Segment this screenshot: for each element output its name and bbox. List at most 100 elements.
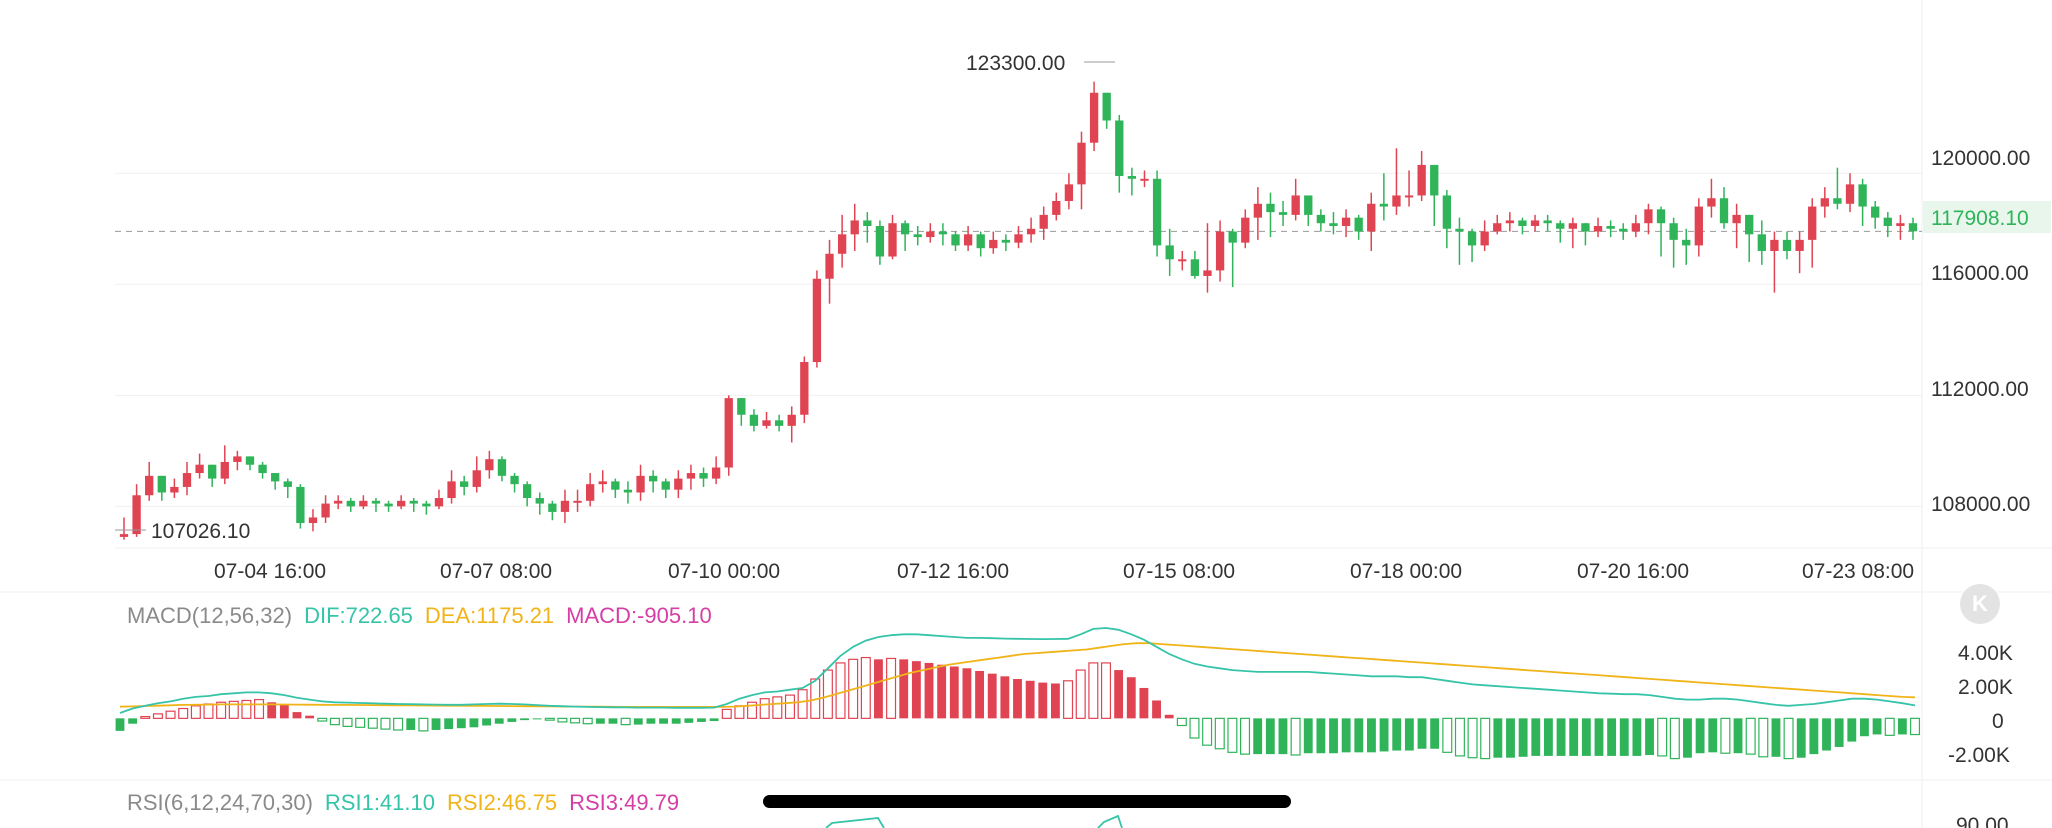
macd-histogram-bar (367, 717, 378, 729)
macd-histogram-bar (431, 718, 441, 730)
macd-histogram-bar (1669, 717, 1680, 760)
candle-body (283, 481, 292, 487)
macd-histogram-bar (1531, 718, 1541, 756)
macd-histogram-bar (747, 701, 758, 719)
macd-histogram-bar (1075, 669, 1086, 719)
candle-body (447, 481, 456, 499)
candle-body (1518, 220, 1527, 226)
macd-histogram-bar (924, 662, 934, 719)
candle-body (1858, 184, 1867, 207)
candle-body (1581, 223, 1590, 232)
rsi1-line (825, 817, 885, 828)
macd-histogram-bar (1796, 718, 1806, 758)
candle-body (774, 420, 784, 426)
macd-histogram-bar (190, 705, 201, 719)
candle-body (1291, 195, 1300, 215)
macd-histogram-bar (1632, 718, 1642, 756)
candle-body (1442, 195, 1452, 229)
rsi-params: RSI(6,12,24,70,30) (127, 790, 313, 815)
candle-body (422, 503, 431, 507)
candle-body (926, 231, 935, 238)
macd-histogram-bar (1063, 680, 1074, 719)
macd-histogram-bar (860, 656, 871, 719)
x-tick-label: 07-23 08:00 (1802, 560, 1914, 583)
candle-body (1732, 214, 1741, 224)
candle-body (1203, 270, 1212, 276)
macd-histogram-bar (1645, 718, 1654, 756)
candle-body (749, 414, 759, 426)
macd-histogram-bar (1404, 718, 1414, 751)
candle-body (1568, 223, 1577, 229)
candle-body (1556, 223, 1565, 229)
candle-body (1152, 178, 1162, 246)
candle-body (636, 475, 645, 493)
macd-histogram-bar (1771, 718, 1781, 757)
x-tick-label: 07-10 00:00 (668, 560, 780, 583)
macd-histogram-bar (1569, 718, 1579, 756)
candle-body (863, 220, 872, 226)
candle-body (573, 500, 582, 503)
macd-histogram-bar (1657, 717, 1668, 757)
candle-body (648, 475, 658, 482)
candle-body (1707, 198, 1716, 207)
macd-histogram-bar (1480, 717, 1491, 760)
candle-body (976, 234, 985, 249)
candle-body (963, 234, 973, 246)
macd-histogram-bar (1253, 718, 1263, 755)
candle-body (1215, 231, 1225, 271)
macd-title: MACD(12,56,32) DIF:722.65 DEA:1175.21 MACD:… (127, 603, 724, 629)
macd-histogram-bar (1189, 717, 1200, 739)
candle-body (1808, 206, 1817, 240)
macd-histogram-bar (1139, 687, 1149, 719)
macd-histogram-bar (709, 718, 719, 722)
candle-body (233, 456, 242, 462)
macd-histogram-bar (975, 670, 985, 719)
macd-histogram-bar (228, 700, 239, 719)
macd-histogram-bar (1695, 718, 1705, 754)
macd-histogram-bar (620, 717, 631, 726)
macd-histogram-bar (279, 704, 289, 719)
candle-body (132, 495, 141, 535)
candle-body (1341, 217, 1351, 226)
macd-histogram-bar (633, 718, 643, 725)
candle-body (812, 278, 822, 363)
macd-histogram-bar (267, 702, 277, 719)
candle-body (1782, 239, 1792, 251)
macd-histogram-bar (1884, 717, 1895, 736)
candle-body (1001, 239, 1011, 243)
candle-body (170, 486, 179, 493)
macd-histogram-bar (1619, 718, 1629, 756)
candle-body (1745, 214, 1754, 235)
macd-histogram-bar (721, 708, 732, 719)
candle-body (1606, 225, 1615, 229)
candle-body (1820, 198, 1829, 207)
candle-body (800, 362, 809, 415)
current-price-label: 117908.10 (1931, 207, 2029, 230)
macd-histogram-bar (1720, 717, 1731, 754)
candle-body (1304, 195, 1313, 215)
macd-histogram-bar (1100, 662, 1112, 719)
home-indicator-bar[interactable] (763, 795, 1291, 808)
candlestick-series (119, 81, 1918, 540)
macd-histogram-bar (1000, 676, 1010, 719)
candle-body (1102, 92, 1111, 121)
rsi-y-tick-label: 90.00 (1956, 814, 2009, 828)
candle-body (611, 481, 620, 490)
macd-histogram-bar (1379, 718, 1389, 752)
candle-body (384, 503, 393, 507)
x-tick-label: 07-12 16:00 (897, 560, 1009, 583)
candle-body (674, 478, 683, 490)
macd-histogram-bar (1733, 718, 1743, 754)
macd-histogram-bar (646, 718, 656, 724)
macd-y-tick-label: 4.00K (1958, 642, 2013, 665)
y-tick-label: 116000.00 (1931, 262, 2029, 285)
macd-histogram-bar (1164, 714, 1174, 719)
x-tick-label: 07-18 00:00 (1350, 560, 1462, 583)
macd-y-tick-label: -2.00K (1948, 744, 2010, 767)
macd-histogram-bar (444, 718, 454, 730)
kline-logo-button[interactable]: K (1960, 584, 2000, 624)
macd-histogram-bar (822, 669, 833, 719)
candle-body (762, 420, 771, 426)
candle-body (359, 500, 368, 507)
